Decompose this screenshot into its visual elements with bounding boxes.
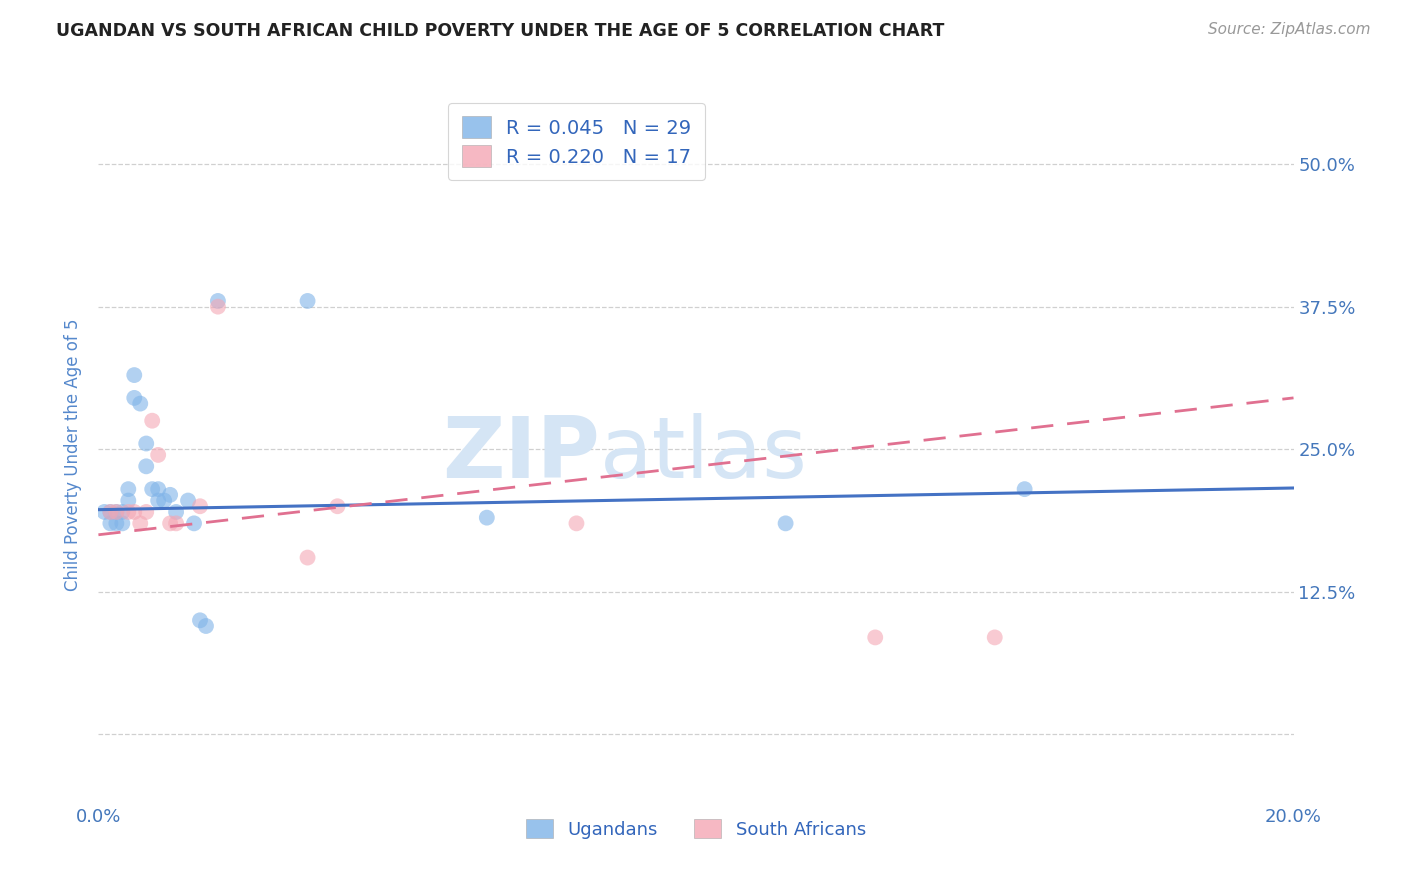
Point xyxy=(105,505,128,519)
Point xyxy=(141,414,163,428)
Point xyxy=(165,516,187,531)
Point xyxy=(148,448,170,462)
Point xyxy=(105,516,128,531)
Point xyxy=(188,613,211,627)
Point xyxy=(129,516,152,531)
Point xyxy=(124,368,146,382)
Point xyxy=(93,505,115,519)
Point xyxy=(117,505,139,519)
Point xyxy=(124,505,146,519)
Point xyxy=(141,482,163,496)
Point xyxy=(98,516,122,531)
Point xyxy=(1014,482,1036,496)
Point xyxy=(111,516,134,531)
Text: UGANDAN VS SOUTH AFRICAN CHILD POVERTY UNDER THE AGE OF 5 CORRELATION CHART: UGANDAN VS SOUTH AFRICAN CHILD POVERTY U… xyxy=(56,22,945,40)
Point xyxy=(105,505,128,519)
Point xyxy=(135,436,157,450)
Point xyxy=(159,488,181,502)
Y-axis label: Child Poverty Under the Age of 5: Child Poverty Under the Age of 5 xyxy=(63,318,82,591)
Point xyxy=(124,391,146,405)
Point xyxy=(326,500,349,514)
Point xyxy=(207,293,229,308)
Point xyxy=(117,482,139,496)
Point xyxy=(98,505,122,519)
Point xyxy=(129,396,152,410)
Point xyxy=(135,505,157,519)
Point xyxy=(153,493,176,508)
Point xyxy=(297,293,319,308)
Point xyxy=(117,493,139,508)
Point xyxy=(135,459,157,474)
Text: atlas: atlas xyxy=(600,413,808,497)
Point xyxy=(207,300,229,314)
Point xyxy=(565,516,588,531)
Point xyxy=(865,631,887,645)
Point xyxy=(98,505,122,519)
Point xyxy=(475,510,498,524)
Point xyxy=(183,516,205,531)
Point xyxy=(148,493,170,508)
Point xyxy=(165,505,187,519)
Point xyxy=(159,516,181,531)
Point xyxy=(111,505,134,519)
Text: Source: ZipAtlas.com: Source: ZipAtlas.com xyxy=(1208,22,1371,37)
Point xyxy=(148,482,170,496)
Point xyxy=(177,493,200,508)
Legend: Ugandans, South Africans: Ugandans, South Africans xyxy=(519,812,873,846)
Point xyxy=(195,619,218,633)
Text: ZIP: ZIP xyxy=(443,413,600,497)
Point xyxy=(775,516,797,531)
Point xyxy=(297,550,319,565)
Point xyxy=(188,500,211,514)
Point xyxy=(984,631,1007,645)
